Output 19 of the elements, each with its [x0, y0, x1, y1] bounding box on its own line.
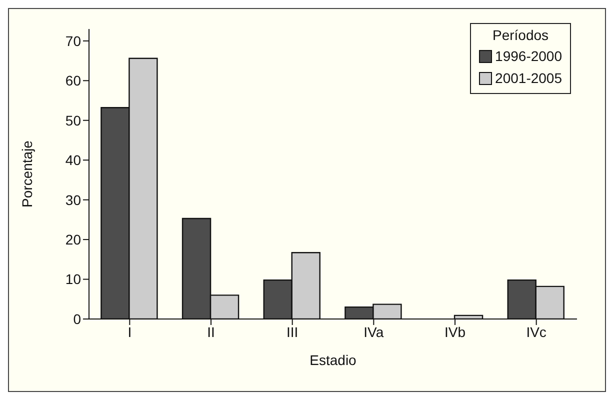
legend-label: 2001-2005	[494, 69, 562, 88]
y-tick-label: 40	[65, 152, 82, 168]
x-tick-label: II	[207, 324, 215, 340]
x-tick-label: IVc	[526, 324, 546, 340]
y-tick-label: 60	[65, 72, 82, 89]
x-tick-label: I	[128, 324, 132, 340]
y-tick-label: 30	[65, 192, 82, 208]
y-tick-label: 0	[73, 310, 82, 327]
x-tick-label: IVa	[364, 324, 384, 340]
x-axis-title: Estadio	[310, 352, 357, 368]
y-tick-label: 70	[65, 32, 82, 49]
y-axis-title: Porcentaje	[18, 140, 35, 208]
x-tick-label: IVb	[444, 324, 466, 340]
y-tick-label: 50	[65, 112, 82, 128]
y-tick-label: 10	[65, 271, 82, 288]
x-tick-label: III	[286, 324, 298, 340]
y-tick-label: 20	[65, 232, 82, 248]
legend-label: 1996-2000	[494, 47, 562, 66]
legend-title: Períodos	[492, 27, 550, 43]
